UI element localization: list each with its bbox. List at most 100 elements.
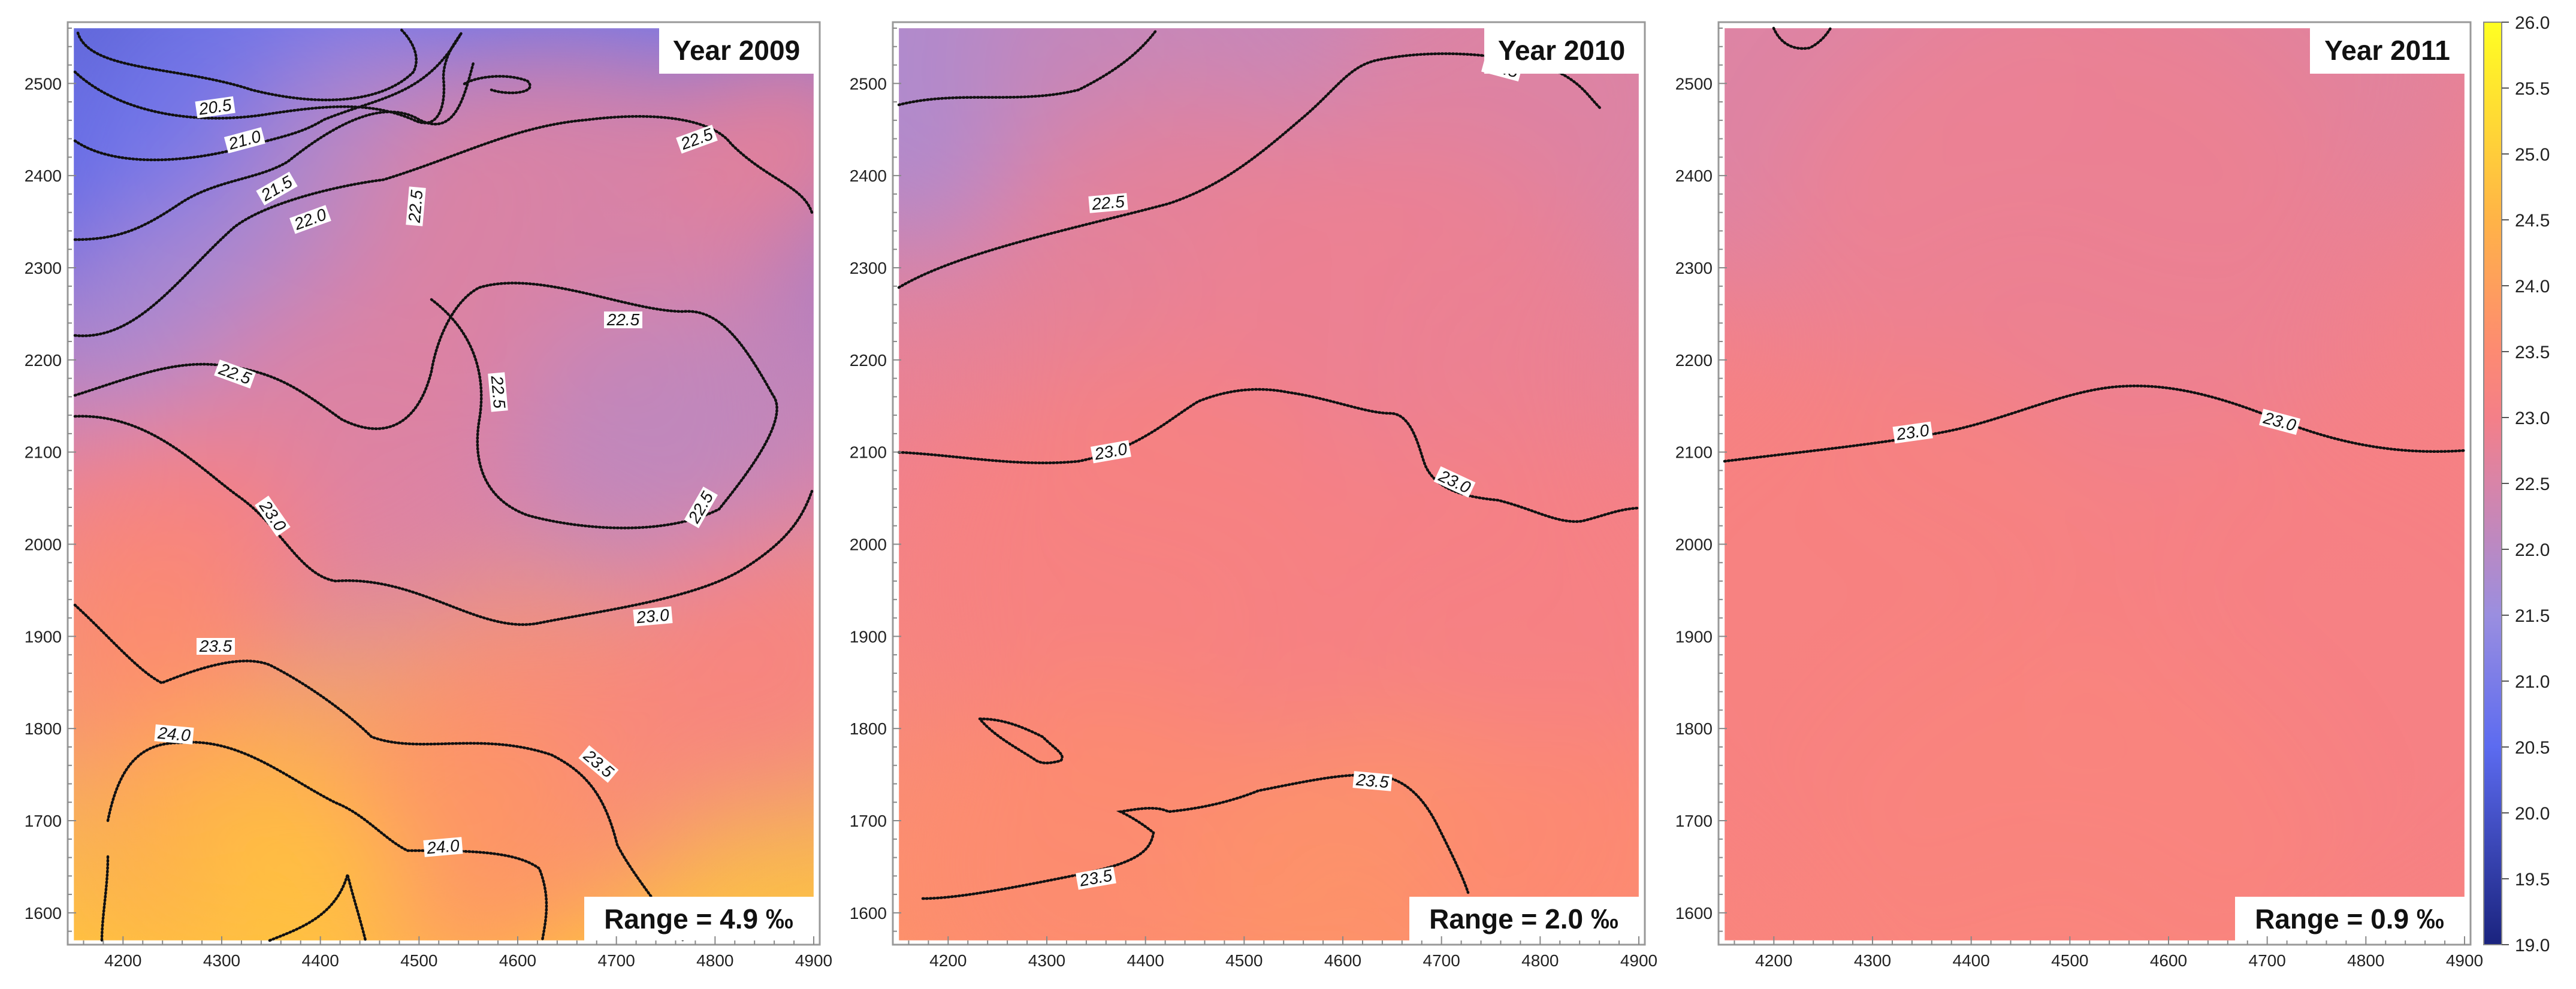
colorbar-tick-label: 20.0 bbox=[2515, 804, 2550, 824]
y-tick-label: 2100 bbox=[1675, 443, 1713, 462]
panel-2009: 20.5 21.0 21.5 22.0 22.5 22.5 22.5 22.5 … bbox=[67, 21, 821, 946]
panel-2009-frame bbox=[67, 21, 821, 946]
panel-2011: 23.0 23.0 Year 2011 Range = 0.9 ‰ bbox=[1717, 21, 2472, 946]
x-tick-label: 4900 bbox=[1620, 951, 1657, 970]
colorbar-tick-label: 19.0 bbox=[2515, 936, 2550, 955]
colorbar: 19.0 19.5 20.0 20.5 21.0 21.5 22.0 22.5 23.0 23.5… bbox=[2483, 13, 2550, 955]
panel-2009-heatmap bbox=[74, 28, 814, 940]
y-tick-label: 2400 bbox=[25, 167, 62, 185]
colorbar-tick-label: 23.5 bbox=[2515, 343, 2550, 362]
colorbar-tick-label: 23.0 bbox=[2515, 409, 2550, 428]
colorbar-tick-label: 26.0 bbox=[2515, 13, 2550, 33]
x-tick-label: 4400 bbox=[1127, 951, 1164, 970]
x-tick-label: 4900 bbox=[795, 951, 832, 970]
y-tick-label: 2500 bbox=[1675, 74, 1713, 93]
panel-2011-title-text: Year 2011 bbox=[2324, 35, 2450, 66]
colorbar-gradient bbox=[2483, 22, 2502, 945]
y-tick-label: 2000 bbox=[1675, 535, 1713, 554]
x-tick-label: 4600 bbox=[499, 951, 536, 970]
contour-label: 24.0 bbox=[156, 724, 191, 745]
panel-2011-frame bbox=[1717, 21, 2472, 946]
colorbar-tick-label: 21.0 bbox=[2515, 672, 2550, 692]
x-tick-label: 4300 bbox=[203, 951, 240, 970]
x-tick-label: 4800 bbox=[1521, 951, 1559, 970]
panel-2010-range-text: Range = 2.0 ‰ bbox=[1429, 903, 1618, 934]
colorbar-tick-label: 24.0 bbox=[2515, 277, 2550, 297]
panel-2011-contours bbox=[1723, 26, 2466, 463]
contour-label: 23.0 bbox=[1895, 421, 1931, 443]
colorbar-tick-label: 21.5 bbox=[2515, 606, 2550, 626]
y-tick-label: 1800 bbox=[850, 719, 887, 738]
x-tick-label: 4300 bbox=[1028, 951, 1065, 970]
colorbar-tick-label: 22.0 bbox=[2515, 540, 2550, 560]
y-tick-label: 2300 bbox=[1675, 259, 1713, 277]
panel-2011-range-text: Range = 0.9 ‰ bbox=[2255, 903, 2444, 934]
colorbar-tick-label: 25.5 bbox=[2515, 79, 2550, 99]
panel-2011-heatmap bbox=[1725, 28, 2465, 940]
y-tick-label: 1600 bbox=[850, 904, 887, 923]
y-tick-label: 1900 bbox=[850, 627, 887, 646]
panel-2011-title: Year 2011 bbox=[2310, 28, 2465, 74]
contour-label: 22.5 bbox=[1091, 192, 1125, 214]
x-tick-label: 4300 bbox=[1854, 951, 1891, 970]
y-tick-label: 1800 bbox=[1675, 719, 1713, 738]
panel-2009-range-text: Range = 4.9 ‰ bbox=[604, 903, 793, 934]
x-tick-label: 4800 bbox=[2347, 951, 2384, 970]
y-tick-label: 2500 bbox=[850, 74, 887, 93]
y-tick-label: 2400 bbox=[1675, 167, 1713, 185]
contour-label: 20.5 bbox=[197, 95, 233, 118]
y-tick-label: 2000 bbox=[850, 535, 887, 554]
y-tick-label: 2400 bbox=[850, 167, 887, 185]
panel-2009-title: Year 2009 bbox=[659, 28, 814, 74]
y-tick-label: 2100 bbox=[25, 443, 62, 462]
y-tick-label: 1700 bbox=[850, 812, 887, 830]
panel-2010-title: Year 2010 bbox=[1484, 28, 1639, 74]
x-tick-label: 4700 bbox=[1423, 951, 1460, 970]
x-tick-label: 4600 bbox=[1324, 951, 1361, 970]
colorbar-tick-label: 24.5 bbox=[2515, 211, 2550, 231]
contour-label: 22.5 bbox=[488, 374, 509, 409]
panel-2010-range: Range = 2.0 ‰ bbox=[1409, 897, 1639, 940]
x-tick-label: 4800 bbox=[696, 951, 733, 970]
y-tick-label: 1600 bbox=[25, 904, 62, 923]
panel-2010-heatmap bbox=[899, 28, 1639, 940]
y-tick-label: 1800 bbox=[25, 719, 62, 738]
panel-2010-title-text: Year 2010 bbox=[1498, 35, 1625, 66]
contour-label: 22.5 bbox=[606, 310, 640, 329]
x-tick-label: 4600 bbox=[2150, 951, 2187, 970]
x-tick-label: 4700 bbox=[598, 951, 635, 970]
x-tick-label: 4500 bbox=[400, 951, 437, 970]
contour-label: 23.0 bbox=[635, 606, 670, 627]
y-tick-label: 2100 bbox=[850, 443, 887, 462]
x-tick-label: 4900 bbox=[2446, 951, 2483, 970]
y-tick-label: 1700 bbox=[25, 812, 62, 830]
x-tick-label: 4200 bbox=[1755, 951, 1792, 970]
panel-2009-contour-labels: 20.5 21.0 21.5 22.0 22.5 22.5 22.5 22.5 … bbox=[154, 95, 718, 858]
colorbar-tick-label: 22.5 bbox=[2515, 474, 2550, 494]
y-tick-label: 2300 bbox=[25, 259, 62, 277]
x-tick-label: 4200 bbox=[929, 951, 967, 970]
x-tick-label: 4400 bbox=[1953, 951, 1990, 970]
y-tick-label: 2200 bbox=[850, 351, 887, 370]
colorbar-ticks: 19.0 19.5 20.0 20.5 21.0 21.5 22.0 22.5 23.0 23.5… bbox=[2502, 13, 2550, 955]
contour-label: 22.5 bbox=[405, 189, 427, 224]
panel-2009-contours bbox=[73, 28, 814, 942]
panel-2010-frame bbox=[892, 21, 1646, 946]
y-tick-label: 2000 bbox=[25, 535, 62, 554]
y-tick-label: 1900 bbox=[1675, 627, 1713, 646]
y-tick-label: 2200 bbox=[25, 351, 62, 370]
contour-label: 24.0 bbox=[425, 836, 460, 858]
y-tick-label: 2200 bbox=[1675, 351, 1713, 370]
colorbar-tick-label: 19.5 bbox=[2515, 870, 2550, 890]
panel-2010: 22.5 22.5 23.0 23.0 23.5 23.5 Year 2010 … bbox=[892, 21, 1646, 946]
panel-2009-title-text: Year 2009 bbox=[673, 35, 800, 66]
panel-2011-contour-labels: 23.0 23.0 bbox=[1892, 408, 2301, 444]
y-tick-label: 2500 bbox=[25, 74, 62, 93]
panel-2009-range: Range = 4.9 ‰ bbox=[584, 897, 814, 940]
panel-2011-range: Range = 0.9 ‰ bbox=[2235, 897, 2465, 940]
y-tick-label: 1700 bbox=[1675, 812, 1713, 830]
x-tick-label: 4500 bbox=[2051, 951, 2088, 970]
contour-label: 23.5 bbox=[199, 637, 232, 655]
colorbar-tick-label: 25.0 bbox=[2515, 145, 2550, 165]
